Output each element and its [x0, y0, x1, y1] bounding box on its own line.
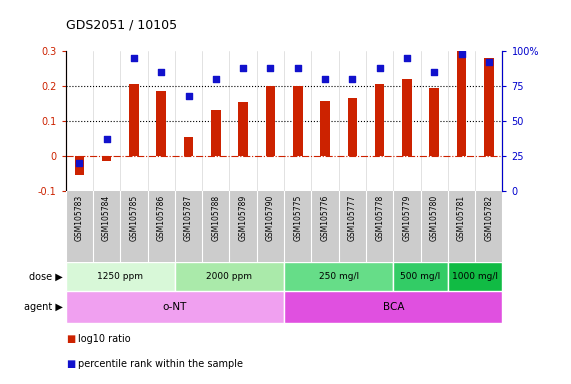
Bar	[129, 84, 139, 156]
Bar	[102, 156, 111, 161]
Text: GSM105786: GSM105786	[156, 195, 166, 241]
Text: GSM105788: GSM105788	[211, 195, 220, 241]
Point	[429, 69, 439, 75]
Text: log10 ratio: log10 ratio	[78, 334, 131, 344]
Point	[266, 65, 275, 71]
Point	[211, 76, 220, 82]
Text: dose ▶: dose ▶	[29, 271, 63, 282]
Bar	[457, 51, 467, 156]
Text: o-NT: o-NT	[163, 302, 187, 312]
Point	[184, 93, 193, 99]
Bar	[375, 84, 384, 156]
Text: 500 mg/l: 500 mg/l	[400, 272, 441, 281]
Text: GSM105778: GSM105778	[375, 195, 384, 241]
Bar	[66, 291, 284, 323]
Text: GSM105790: GSM105790	[266, 195, 275, 241]
Bar	[175, 262, 284, 291]
Bar	[184, 137, 194, 156]
Bar	[266, 86, 275, 156]
Point	[320, 76, 329, 82]
Point	[375, 65, 384, 71]
Text: GSM105781: GSM105781	[457, 195, 466, 241]
Point	[156, 69, 166, 75]
Bar	[284, 291, 502, 323]
Text: ■: ■	[66, 334, 75, 344]
Text: GSM105789: GSM105789	[239, 195, 248, 241]
Text: 1250 ppm: 1250 ppm	[97, 272, 143, 281]
Bar	[320, 101, 330, 156]
Text: GSM105776: GSM105776	[320, 195, 329, 241]
Text: ■: ■	[66, 359, 75, 369]
Text: percentile rank within the sample: percentile rank within the sample	[78, 359, 243, 369]
Text: GSM105783: GSM105783	[75, 195, 84, 241]
Text: GSM105777: GSM105777	[348, 195, 357, 241]
Point	[130, 55, 139, 61]
Bar	[211, 109, 220, 156]
Text: GSM105775: GSM105775	[293, 195, 302, 241]
Text: GSM105782: GSM105782	[484, 195, 493, 241]
Bar	[284, 262, 393, 291]
Point	[403, 55, 412, 61]
Bar	[429, 88, 439, 156]
Bar	[484, 58, 493, 156]
Text: 250 mg/l: 250 mg/l	[319, 272, 359, 281]
Bar	[293, 86, 303, 156]
Bar	[348, 98, 357, 156]
Point	[102, 136, 111, 142]
Bar	[393, 262, 448, 291]
Text: 1000 mg/l: 1000 mg/l	[452, 272, 498, 281]
Point	[293, 65, 302, 71]
Text: BCA: BCA	[383, 302, 404, 312]
Text: GDS2051 / 10105: GDS2051 / 10105	[66, 19, 177, 32]
Point	[239, 65, 248, 71]
Text: GSM105780: GSM105780	[430, 195, 439, 241]
Text: GSM105785: GSM105785	[130, 195, 138, 241]
Bar	[75, 156, 84, 175]
Bar	[402, 79, 412, 156]
Text: 2000 ppm: 2000 ppm	[207, 272, 252, 281]
Bar	[66, 262, 175, 291]
Text: GSM105784: GSM105784	[102, 195, 111, 241]
Bar	[238, 102, 248, 156]
Point	[484, 59, 493, 65]
Point	[75, 160, 84, 166]
Text: GSM105779: GSM105779	[403, 195, 412, 241]
Bar	[156, 91, 166, 156]
Point	[348, 76, 357, 82]
Bar	[448, 262, 502, 291]
Text: agent ▶: agent ▶	[24, 302, 63, 312]
Point	[457, 51, 466, 57]
Text: GSM105787: GSM105787	[184, 195, 193, 241]
